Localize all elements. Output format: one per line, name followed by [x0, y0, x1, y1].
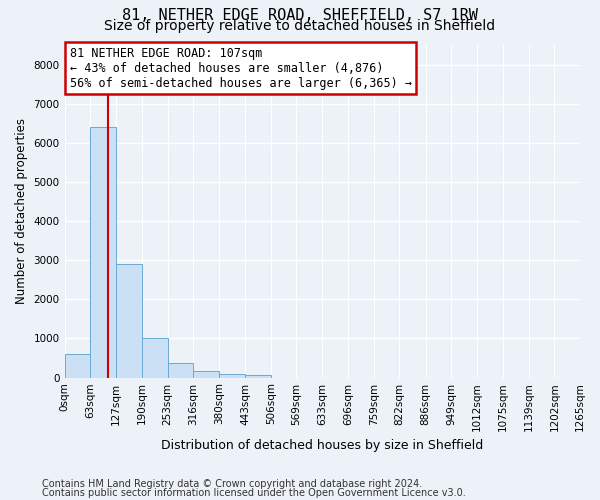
Text: Contains public sector information licensed under the Open Government Licence v3: Contains public sector information licen…: [42, 488, 466, 498]
Bar: [193, 371, 220, 378]
Bar: [65, 354, 90, 378]
Y-axis label: Number of detached properties: Number of detached properties: [15, 118, 28, 304]
Bar: [245, 375, 271, 378]
Bar: [90, 127, 116, 378]
Text: Size of property relative to detached houses in Sheffield: Size of property relative to detached ho…: [104, 19, 496, 33]
Text: Contains HM Land Registry data © Crown copyright and database right 2024.: Contains HM Land Registry data © Crown c…: [42, 479, 422, 489]
Text: 81, NETHER EDGE ROAD, SHEFFIELD, S7 1RW: 81, NETHER EDGE ROAD, SHEFFIELD, S7 1RW: [122, 8, 478, 23]
Bar: [116, 264, 142, 378]
Text: 81 NETHER EDGE ROAD: 107sqm
← 43% of detached houses are smaller (4,876)
56% of : 81 NETHER EDGE ROAD: 107sqm ← 43% of det…: [70, 46, 412, 90]
X-axis label: Distribution of detached houses by size in Sheffield: Distribution of detached houses by size …: [161, 440, 484, 452]
Bar: [142, 338, 167, 378]
Bar: [220, 374, 245, 378]
Bar: [167, 363, 193, 378]
